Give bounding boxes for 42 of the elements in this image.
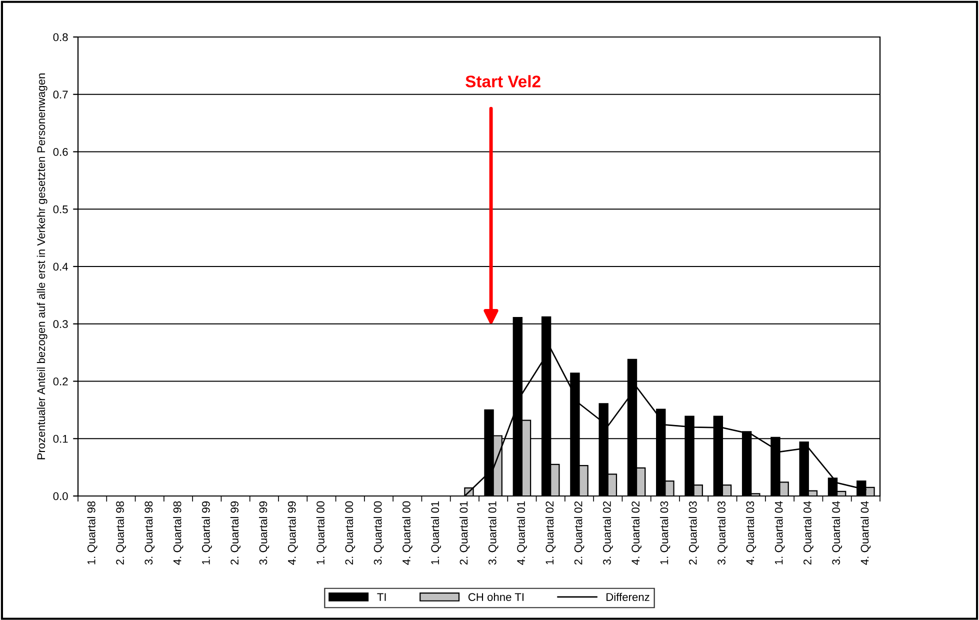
x-tick-label: 2. Quartal 02 <box>574 501 584 565</box>
x-tick-label: 1. Quartal 01 <box>430 501 442 564</box>
x-tick-label: 1. Quartal 03 <box>660 501 670 564</box>
y-axis-title: Prozentualer Anteil bezogen auf alle erst in Verkehr gesetzten Personenwagen <box>36 74 48 460</box>
annotation: Start Vel2 <box>466 75 540 88</box>
y-tick-label: 0.5 <box>53 205 68 214</box>
x-tick-label: 4. Quartal 99 <box>288 501 298 565</box>
x-tick-label: 1. Quartal 00 <box>316 501 326 564</box>
x-tick-label: 1. Quartal 04 <box>774 501 785 564</box>
y-tick-label: 0.7 <box>53 90 68 99</box>
x-tick-label: 3. Quartal 99 <box>259 501 270 565</box>
y-tick-label: 0.8 <box>53 33 68 42</box>
x-tick-label: 1. Quartal 98 <box>87 501 98 564</box>
x-tick-label: 3. Quartal 04 <box>832 501 842 565</box>
legend-label: CH ohne TI <box>468 592 524 601</box>
x-tick-label: 4. Quartal 02 <box>631 501 642 565</box>
x-tick-label: 3. Quartal 01 <box>488 501 498 565</box>
x-tick-label: 4. Quartal 00 <box>402 501 412 565</box>
x-tick-label: 3. Quartal 98 <box>144 501 155 565</box>
y-tick-label: 0.3 <box>53 320 68 328</box>
x-tick-label: 2. Quartal 98 <box>116 501 126 565</box>
x-tick-label: 2. Quartal 04 <box>803 501 814 565</box>
x-tick-label: 4. Quartal 01 <box>516 501 527 565</box>
x-tick-label: 2. Quartal 01 <box>460 501 470 565</box>
legend-label: Differenz <box>606 592 650 601</box>
y-tick-label: 0.6 <box>53 148 68 156</box>
legend-label: TI <box>377 593 386 601</box>
x-tick-label: 2. Quartal 00 <box>344 501 356 565</box>
x-tick-label: 2. Quartal 99 <box>230 501 241 565</box>
x-tick-label: 2. Quartal 03 <box>688 501 699 565</box>
x-tick-label: 3. Quartal 00 <box>374 501 384 565</box>
y-tick-label: 0.1 <box>53 434 68 443</box>
y-tick-label: 0.0 <box>53 492 68 500</box>
x-tick-label: 1. Quartal 02 <box>545 501 556 564</box>
x-tick-label: 4. Quartal 98 <box>173 501 184 565</box>
x-tick-label: 3. Quartal 02 <box>602 501 613 565</box>
x-tick-label: 3. Quartal 03 <box>717 501 728 565</box>
x-tick-label: 1. Quartal 99 <box>202 501 212 564</box>
x-tick-label: 4. Quartal 03 <box>746 501 756 565</box>
x-tick-label: 4. Quartal 04 <box>860 501 871 565</box>
y-tick-label: 0.2 <box>53 378 68 386</box>
y-tick-label: 0.4 <box>53 262 68 271</box>
